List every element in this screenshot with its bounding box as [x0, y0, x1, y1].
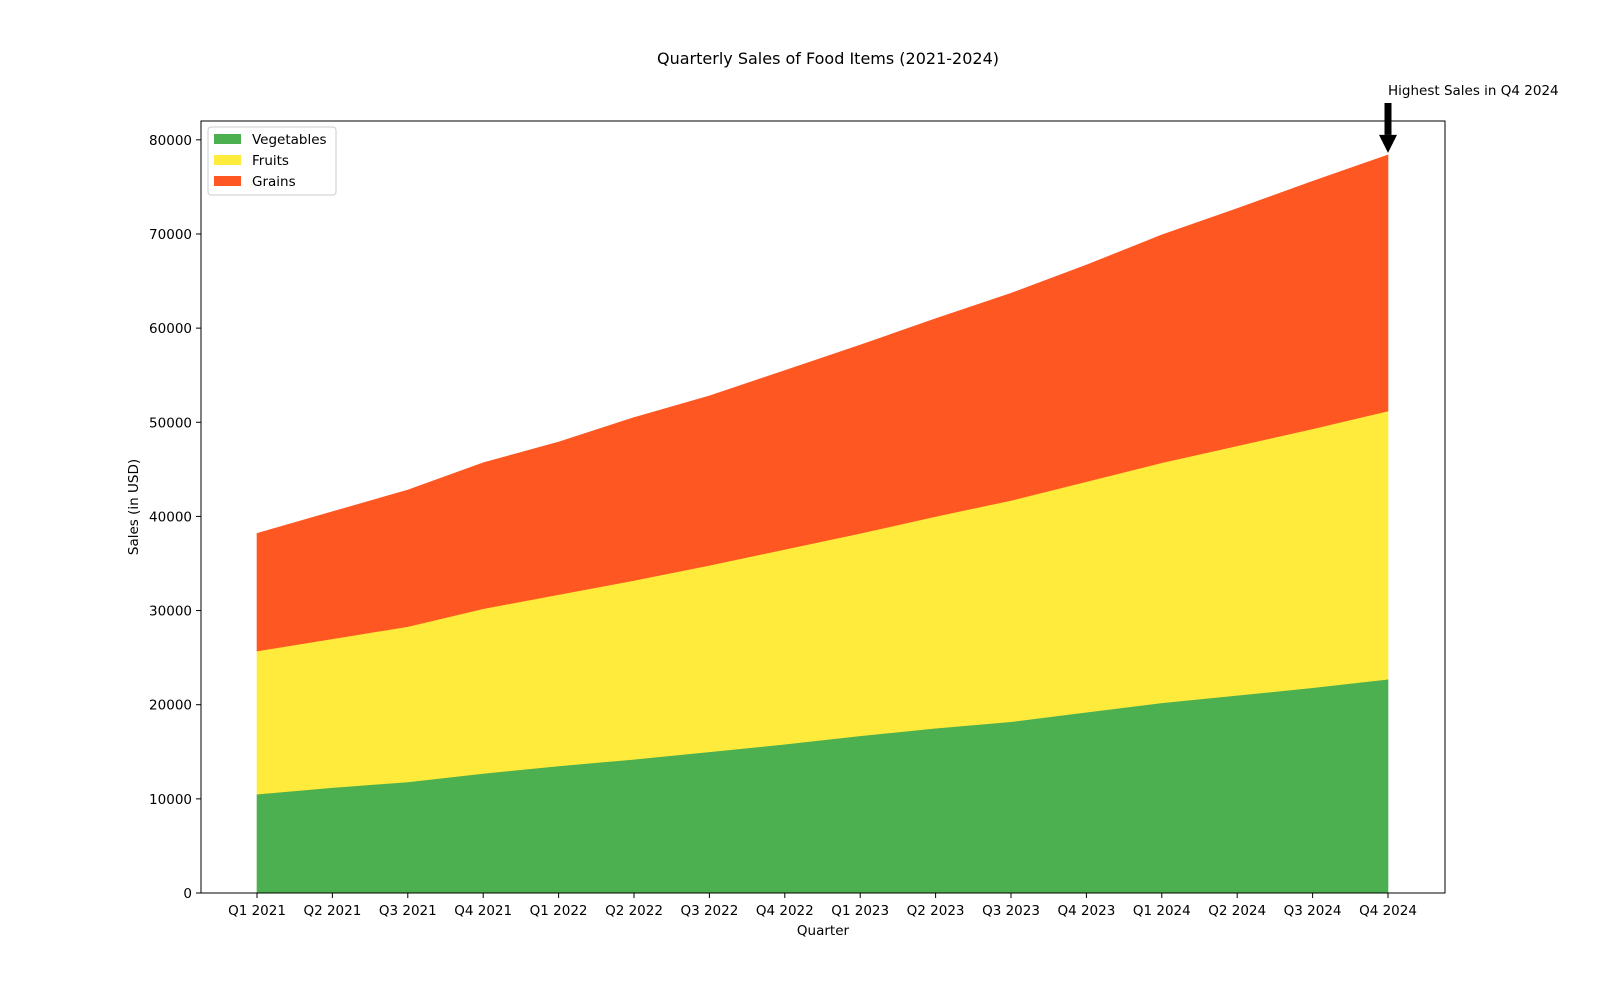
y-axis: 0 10000 20000 30000 40000 50000 60000 70000 8000… — [149, 133, 201, 902]
x-tick-label: Q1 2022 — [530, 903, 588, 919]
x-tick-label: Q4 2022 — [756, 903, 814, 919]
y-tick-label: 60000 — [149, 321, 192, 337]
legend-swatch-vegetables — [214, 134, 241, 144]
x-tick-label: Q2 2021 — [303, 903, 361, 919]
y-tick-label: 20000 — [149, 698, 192, 714]
legend-label-vegetables: Vegetables — [252, 132, 327, 148]
x-tick-label: Q3 2023 — [982, 903, 1040, 919]
x-tick-label: Q3 2022 — [680, 903, 738, 919]
x-tick-label: Q3 2021 — [379, 903, 437, 919]
y-tick-label: 40000 — [149, 509, 192, 525]
x-tick-label: Q2 2022 — [605, 903, 663, 919]
y-tick-label: 10000 — [149, 792, 192, 808]
x-tick-label: Q4 2021 — [454, 903, 512, 919]
x-tick-label: Q2 2024 — [1208, 903, 1266, 919]
chart-title: Quarterly Sales of Food Items (2021-2024… — [657, 49, 999, 68]
x-tick-label: Q2 2023 — [907, 903, 965, 919]
x-tick-label: Q4 2024 — [1359, 903, 1417, 919]
legend-label-fruits: Fruits — [252, 153, 289, 169]
x-axis: Q1 2021 Q2 2021 Q3 2021 Q4 2021 Q1 2022 Q2 20… — [228, 893, 1417, 919]
x-tick-label: Q4 2023 — [1057, 903, 1115, 919]
area-layers — [256, 154, 1389, 894]
legend-swatch-fruits — [214, 155, 241, 165]
y-tick-label: 30000 — [149, 604, 192, 620]
x-tick-label: Q1 2021 — [228, 903, 286, 919]
y-tick-label: 80000 — [149, 133, 192, 149]
area-series-grains — [256, 154, 1389, 652]
x-tick-label: Q1 2023 — [831, 903, 889, 919]
annotation-arrow-head — [1379, 134, 1397, 153]
x-tick-label: Q3 2024 — [1284, 903, 1342, 919]
plot-frame — [200, 120, 1446, 894]
y-tick-label: 50000 — [149, 415, 192, 431]
y-tick-label: 70000 — [149, 227, 192, 243]
legend-label-grains: Grains — [252, 174, 296, 190]
legend: Vegetables Fruits Grains — [207, 126, 337, 196]
legend-swatch-grains — [214, 176, 241, 186]
y-axis-label: Sales (in USD) — [126, 459, 142, 555]
annotation: Highest Sales in Q4 2024 — [1379, 83, 1559, 153]
annotation-text: Highest Sales in Q4 2024 — [1388, 83, 1559, 99]
x-axis-label: Quarter — [797, 923, 850, 939]
x-tick-label: Q1 2024 — [1133, 903, 1191, 919]
y-tick-label: 0 — [183, 886, 192, 902]
